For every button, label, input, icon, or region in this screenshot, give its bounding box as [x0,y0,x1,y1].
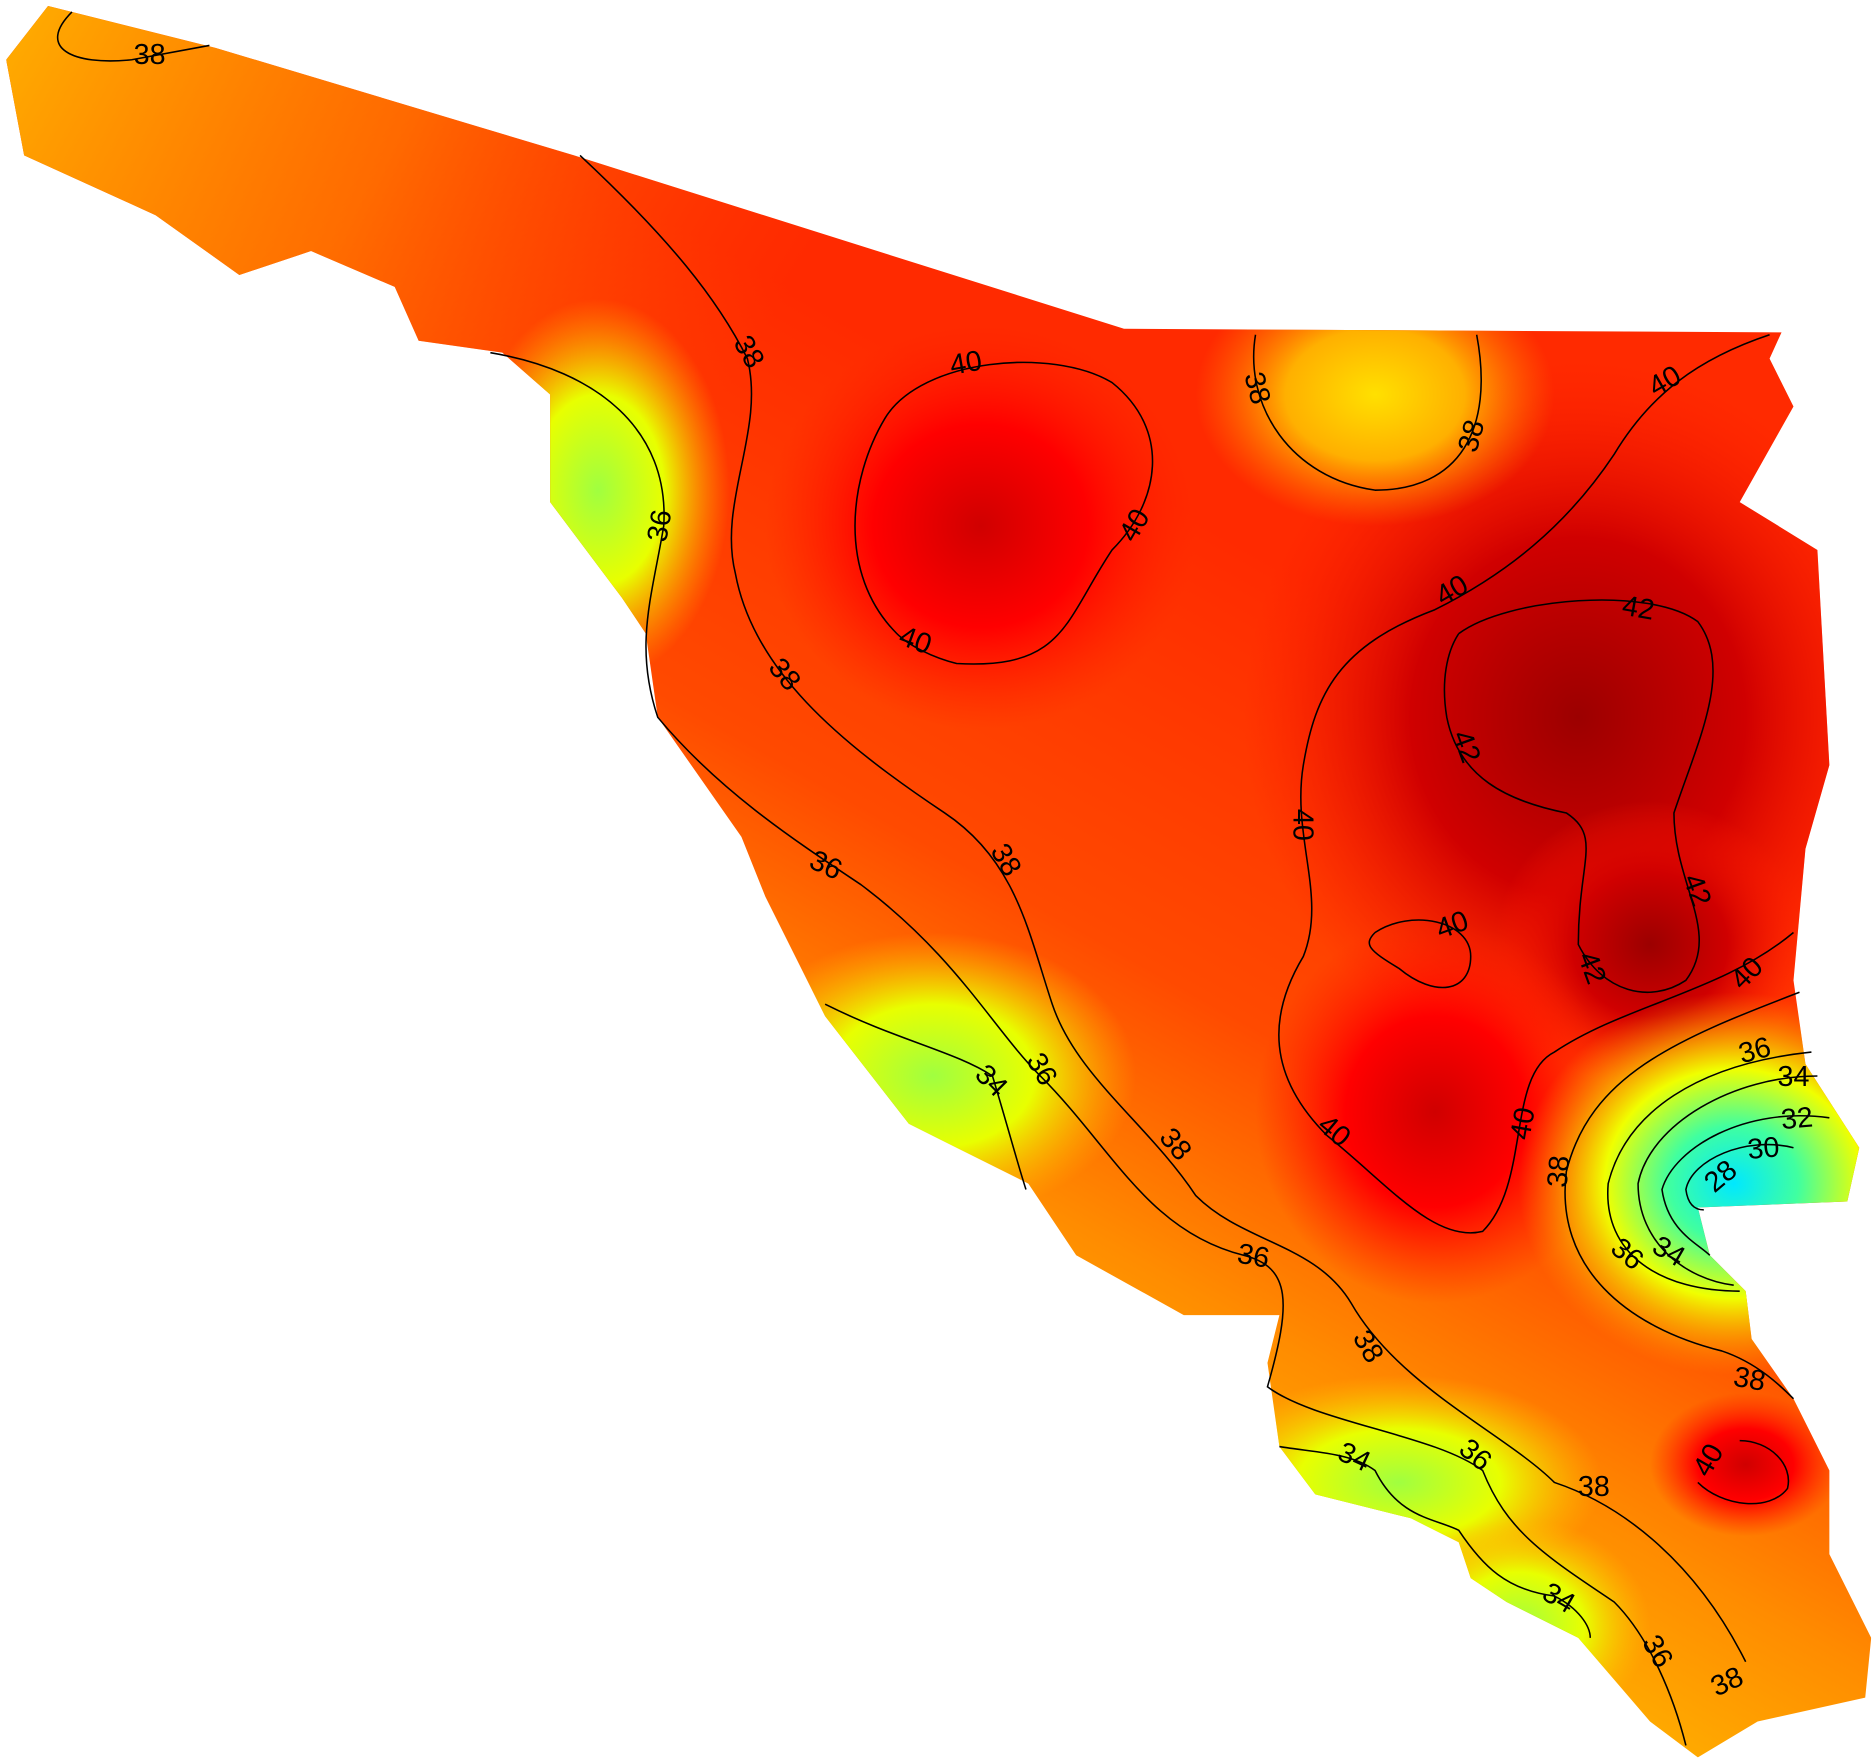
contour-label: 32 [1780,1101,1815,1136]
contour-label: 38 [1542,1154,1577,1189]
contour-label: 30 [1746,1131,1781,1166]
contour-lines [57,11,1830,1746]
contour-label: 40 [1505,1105,1542,1142]
contour-label: 36 [641,507,678,544]
contour-label: 42 [1620,590,1657,627]
contour-label: 38 [1578,1471,1610,1503]
contour-label: 40 [1286,809,1318,841]
contour-label: 36 [1235,1238,1272,1275]
contour-label: 34 [1778,1061,1810,1093]
contour-label: 40 [947,345,984,382]
contour-label: 38 [134,39,166,71]
contour-label: 38 [1731,1361,1768,1398]
